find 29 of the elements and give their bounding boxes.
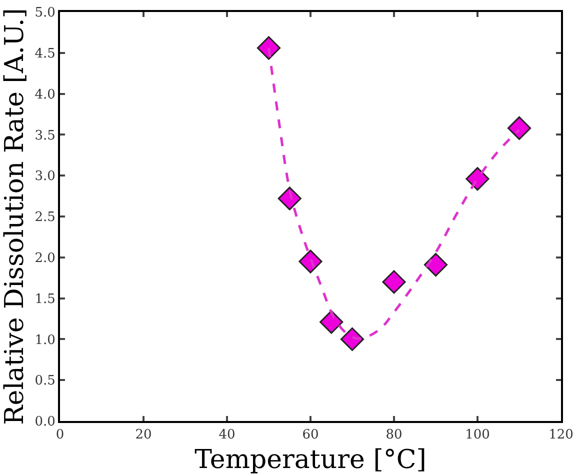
y-tick-label: 3.5 bbox=[34, 128, 56, 144]
y-tick-label: 2.0 bbox=[34, 250, 56, 266]
y-tick-label: 5.0 bbox=[34, 6, 56, 21]
x-tick-label: 80 bbox=[386, 428, 402, 443]
point bbox=[382, 270, 406, 294]
x-tick-label: 20 bbox=[135, 428, 152, 443]
y-tick-label: 3.0 bbox=[34, 169, 56, 184]
y-tick-label: 2.5 bbox=[34, 210, 56, 226]
x-tick-label: 0 bbox=[56, 428, 64, 443]
y-tick-label: 0.0 bbox=[34, 414, 56, 430]
y-tick-label: 1.5 bbox=[34, 292, 56, 307]
point bbox=[424, 252, 448, 277]
x-tick-label: 60 bbox=[302, 428, 319, 443]
x-tick-label: 100 bbox=[465, 428, 490, 443]
point bbox=[278, 186, 302, 210]
point bbox=[320, 310, 344, 334]
y-tick-label: 1.0 bbox=[34, 332, 56, 348]
point bbox=[466, 167, 490, 191]
x-tick-label: 40 bbox=[218, 428, 236, 443]
y-tick-label: 4.5 bbox=[34, 46, 56, 62]
x-axis-title: Temperature [°C] bbox=[194, 445, 426, 475]
point bbox=[507, 116, 532, 140]
point bbox=[298, 250, 322, 274]
y-axis-title: Relative Dissolution Rate [A.U.] bbox=[0, 8, 30, 425]
point bbox=[256, 36, 281, 60]
y-tick-label: 4.0 bbox=[34, 87, 56, 102]
y-tick-label: 0.5 bbox=[34, 374, 56, 389]
x-tick-label: 120 bbox=[548, 428, 574, 443]
point bbox=[340, 327, 364, 351]
